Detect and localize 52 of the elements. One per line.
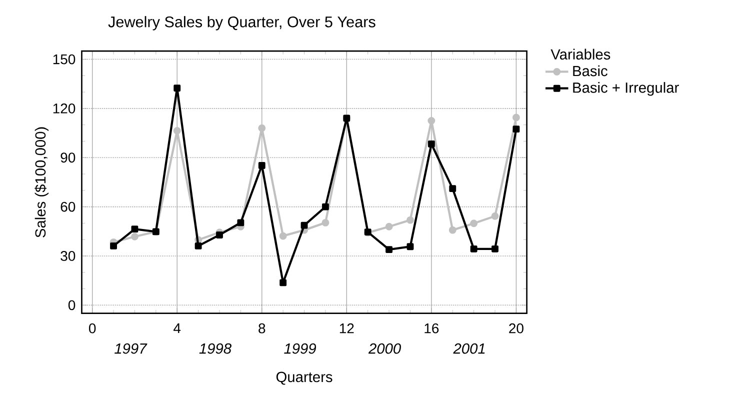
point (300, 222, 308, 229)
x-axis-title: Quarters (276, 372, 332, 385)
point (322, 203, 329, 210)
point (130, 232, 138, 240)
point (470, 220, 478, 228)
point (386, 246, 393, 254)
point (385, 222, 393, 230)
x-tick-label: 16 (424, 323, 439, 334)
y-axis-title: Sales ($100,000) (34, 127, 49, 238)
point (428, 140, 435, 148)
point (512, 114, 520, 122)
chart-title: Jewelry Sales by Quarter, Over 5 Years (108, 16, 376, 30)
x-tick-label: 12 (340, 323, 354, 334)
point (174, 84, 181, 92)
point (406, 216, 414, 224)
text: 1999 (284, 343, 316, 354)
legend-label: Basic (573, 65, 608, 76)
point (512, 126, 520, 133)
point (279, 232, 287, 240)
y-tick-label: 0 (68, 300, 76, 310)
point (492, 245, 498, 252)
y-tick-label: 30 (60, 250, 76, 261)
x-tick-label: 0 (88, 323, 96, 334)
point (448, 226, 456, 234)
text: 1997 (114, 343, 148, 354)
text: 2000 (368, 343, 401, 354)
text: 2001 (453, 343, 485, 354)
point (194, 242, 202, 250)
y-tick-label: 150 (53, 54, 76, 64)
point (406, 243, 414, 250)
point (258, 162, 266, 169)
y-tick-label: 120 (53, 103, 76, 114)
x-tick-label: 4 (174, 323, 181, 333)
point (491, 212, 499, 220)
point (216, 231, 223, 238)
point (280, 279, 287, 286)
y-tick-label: 90 (60, 152, 76, 163)
point (131, 226, 138, 233)
text: 1998 (199, 343, 232, 354)
point (470, 245, 478, 252)
point (428, 116, 436, 124)
point (173, 126, 181, 134)
x-tick-label: 20 (509, 323, 524, 334)
point (449, 185, 456, 192)
y-tick-label: 60 (60, 202, 76, 212)
point (258, 124, 266, 132)
point (322, 218, 330, 226)
legend-title: Variables (550, 48, 610, 60)
x-tick-label: 8 (258, 323, 266, 334)
point (237, 219, 244, 226)
legend-label: Basic + Irregular (573, 82, 679, 96)
point (110, 242, 117, 250)
